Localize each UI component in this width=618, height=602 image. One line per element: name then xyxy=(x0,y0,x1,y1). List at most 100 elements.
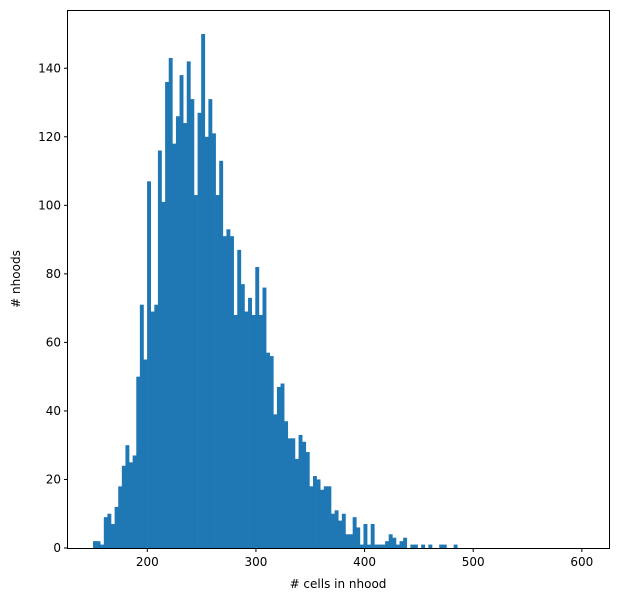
histogram-bars xyxy=(92,33,458,549)
histogram-bar xyxy=(410,544,415,548)
y-tick-label: 140 xyxy=(38,61,61,75)
histogram-bar xyxy=(179,75,184,549)
histogram-bar xyxy=(107,513,112,548)
histogram-bar xyxy=(103,517,108,548)
histogram-bar xyxy=(121,465,126,548)
histogram-bar xyxy=(294,458,299,548)
histogram-bar xyxy=(96,541,101,548)
histogram-bar xyxy=(150,311,155,548)
y-tick-label: 120 xyxy=(38,130,61,144)
histogram-bar xyxy=(280,383,285,548)
x-tick-label: 300 xyxy=(244,555,267,569)
histogram-bar xyxy=(323,486,328,548)
histogram-bar xyxy=(255,267,260,548)
y-tick-label: 20 xyxy=(46,472,61,486)
y-tick-label: 0 xyxy=(53,541,61,555)
y-axis-label: # nhoods xyxy=(9,250,23,308)
histogram-bar xyxy=(147,181,151,548)
histogram-bar xyxy=(439,544,444,548)
histogram-bar xyxy=(273,414,278,548)
x-tick-label: 200 xyxy=(136,555,159,569)
histogram-bar xyxy=(244,311,249,548)
histogram-bar xyxy=(374,544,379,548)
histogram-bar xyxy=(338,520,343,548)
histogram-bar xyxy=(381,544,386,548)
x-tick-label: 600 xyxy=(570,555,593,569)
histogram-bar xyxy=(165,81,170,549)
histogram-bar xyxy=(212,133,216,549)
histogram-bar xyxy=(309,486,314,548)
histogram-bar xyxy=(345,534,350,548)
histogram-bar xyxy=(349,534,353,548)
histogram-bar xyxy=(215,195,220,549)
histogram-bar xyxy=(248,297,252,548)
histogram-bar xyxy=(208,99,213,548)
histogram-bar xyxy=(125,445,130,548)
plot-frame xyxy=(67,10,610,549)
histogram-bar xyxy=(111,524,115,548)
histogram-bar xyxy=(298,434,303,548)
histogram-bar xyxy=(359,544,364,548)
histogram-bar xyxy=(118,486,123,548)
histogram-bar xyxy=(201,33,206,549)
y-tick-label: 40 xyxy=(46,404,61,418)
histogram-bar xyxy=(262,287,267,548)
histogram-bar xyxy=(305,452,310,548)
histogram-bar xyxy=(385,541,390,548)
x-axis-label: # cells in nhood xyxy=(290,577,387,591)
y-tick-label: 100 xyxy=(38,198,61,212)
histogram-bar xyxy=(92,541,97,548)
histogram-bar xyxy=(114,506,119,548)
histogram-bar xyxy=(367,544,371,548)
histogram-bar xyxy=(392,537,397,548)
histogram-bar xyxy=(175,116,180,548)
histogram-bar xyxy=(129,462,133,548)
histogram-bar xyxy=(284,421,289,548)
histogram-bar xyxy=(399,541,404,548)
histogram-bar xyxy=(302,441,307,548)
histogram-bar xyxy=(143,359,148,548)
histogram-bar xyxy=(204,136,209,549)
x-tick-label: 500 xyxy=(462,555,485,569)
histogram-bar xyxy=(168,57,173,548)
histogram-bar xyxy=(161,201,166,548)
x-tick-label: 400 xyxy=(353,555,376,569)
histogram-bar xyxy=(428,544,433,548)
x-axis-ticks: 200 300 400 500 600 xyxy=(136,548,593,569)
histogram-bar xyxy=(136,376,141,548)
histogram-bar xyxy=(197,112,202,549)
histogram-bar xyxy=(363,524,368,548)
histogram-bar xyxy=(320,489,325,548)
histogram-bar xyxy=(186,61,191,549)
histogram-bar xyxy=(132,455,137,548)
histogram-bar xyxy=(266,352,271,548)
histogram-bar xyxy=(100,544,105,548)
histogram-bar xyxy=(453,544,458,548)
histogram-bar xyxy=(413,544,418,548)
histogram-bar xyxy=(269,356,274,548)
histogram-bar xyxy=(442,544,447,548)
histogram-bar xyxy=(251,314,256,548)
histogram-bar xyxy=(172,143,177,548)
histogram-bar xyxy=(154,304,159,548)
histogram-bar xyxy=(190,99,195,548)
histogram-bar xyxy=(334,510,339,548)
histogram-bar xyxy=(276,386,281,548)
histogram-bar xyxy=(356,527,361,548)
histogram-bar xyxy=(226,229,231,548)
y-tick-label: 60 xyxy=(46,335,61,349)
histogram-bar xyxy=(240,284,245,548)
histogram-bar xyxy=(230,236,234,549)
y-tick-label: 80 xyxy=(46,267,61,281)
histogram-bar xyxy=(352,517,357,548)
histogram-bar xyxy=(157,150,162,548)
histogram-bar xyxy=(388,534,393,548)
histogram-bar xyxy=(403,537,408,548)
histogram-bar xyxy=(291,438,296,548)
histogram-bar xyxy=(233,314,238,548)
histogram-bar xyxy=(341,513,346,548)
histogram-bar xyxy=(183,123,188,548)
histogram-bar xyxy=(237,249,242,548)
histogram-bar xyxy=(139,304,144,548)
